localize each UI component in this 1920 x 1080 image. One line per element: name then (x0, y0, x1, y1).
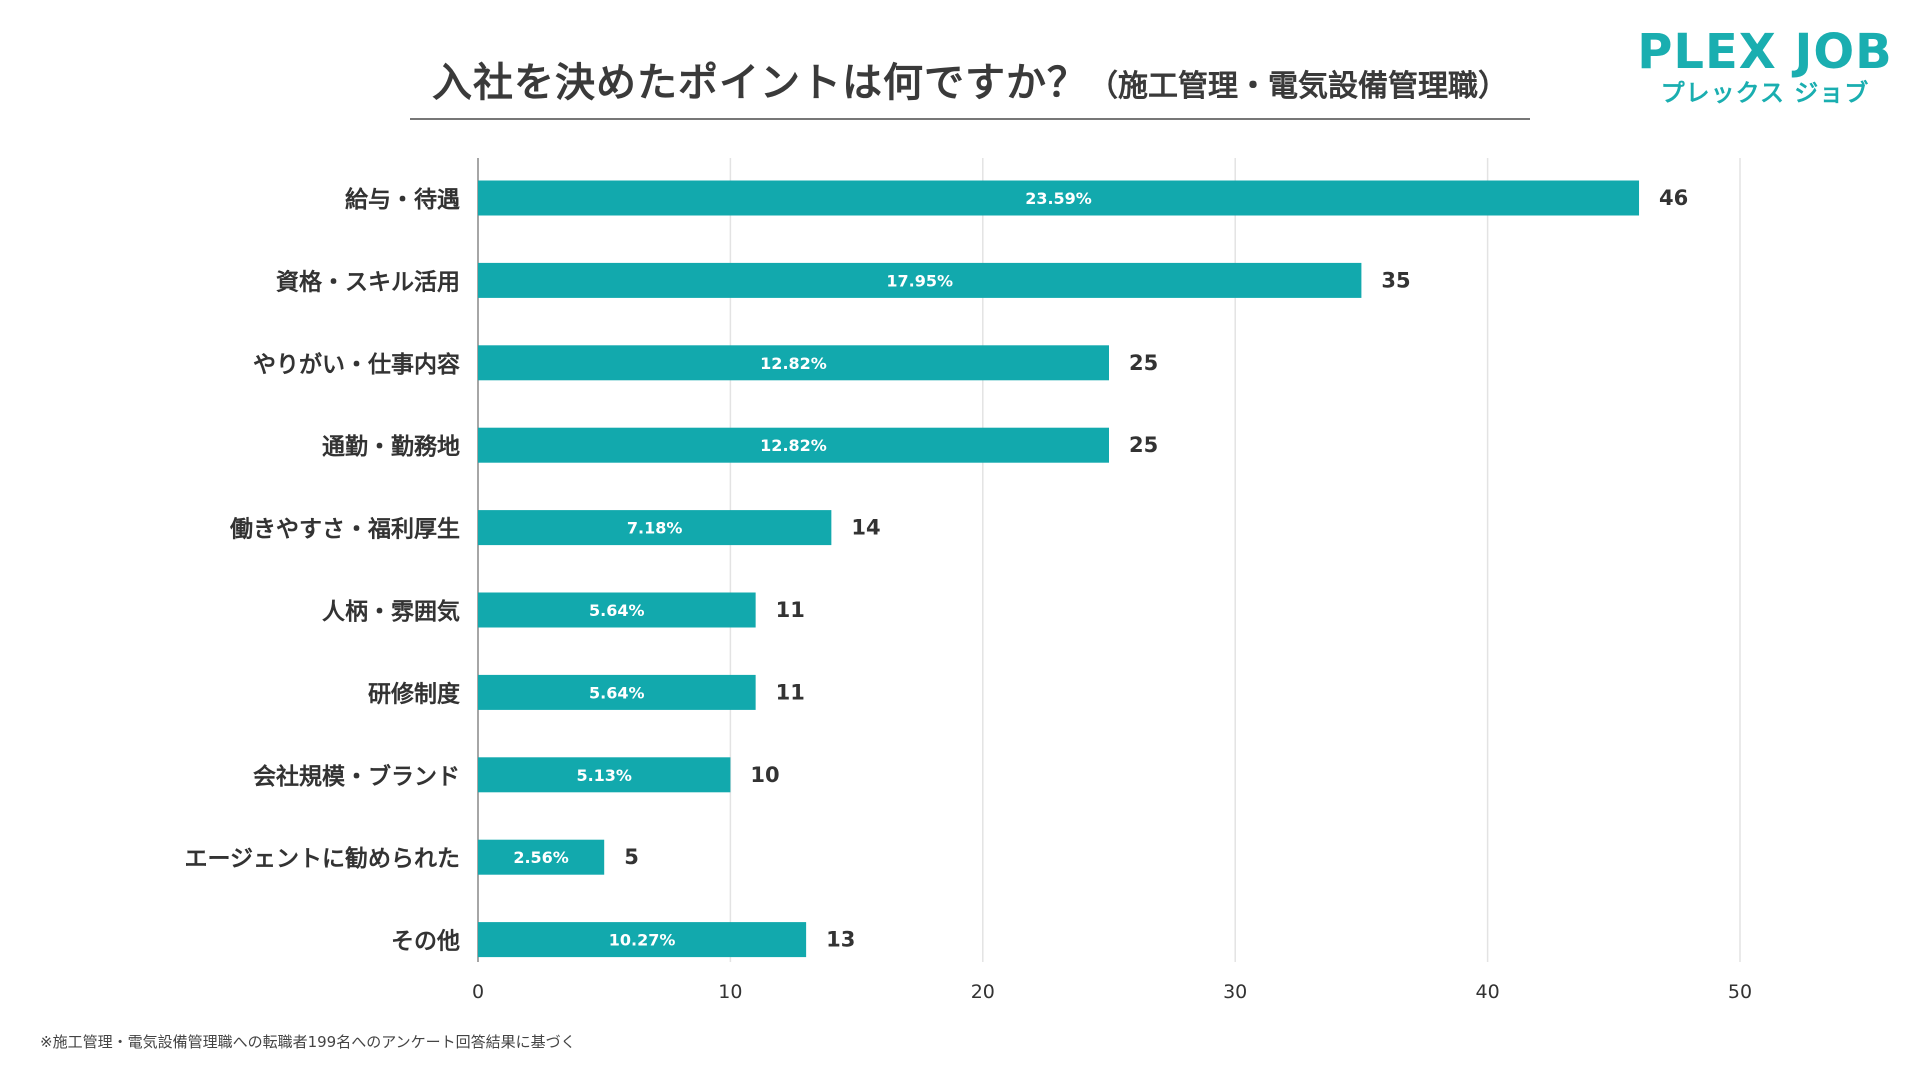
x-tick-label-20: 20 (971, 981, 995, 1003)
chart-title: 入社を決めたポイントは何ですか？（施工管理・電気設備管理職） (410, 50, 1530, 120)
value-label-2: 25 (1129, 351, 1158, 375)
category-label-1: 資格・スキル活用 (276, 268, 460, 295)
plexjob-logo: PLEX JOB プレックス ジョブ (1635, 26, 1895, 108)
percent-label-3: 12.82% (760, 436, 827, 455)
value-label-6: 11 (776, 680, 805, 704)
category-label-3: 通勤・勤務地 (322, 433, 460, 460)
bar-9 (478, 922, 807, 958)
bar-4 (478, 510, 832, 546)
x-tick-label-10: 10 (718, 981, 742, 1003)
chart-title-sub: （施工管理・電気設備管理職） (1088, 69, 1508, 104)
bar-8 (478, 839, 605, 875)
percent-label-1: 17.95% (886, 271, 953, 290)
value-label-1: 35 (1381, 268, 1410, 292)
percent-label-5: 5.64% (589, 601, 645, 620)
percent-label-7: 5.13% (576, 766, 632, 785)
percent-label-4: 7.18% (627, 519, 683, 538)
percent-label-0: 23.59% (1025, 189, 1092, 208)
value-label-9: 13 (826, 928, 855, 952)
x-tick-label-50: 50 (1728, 981, 1752, 1003)
x-tick-label-30: 30 (1223, 981, 1247, 1003)
bar-1 (478, 262, 1362, 298)
percent-label-9: 10.27% (609, 931, 676, 950)
value-label-0: 46 (1659, 186, 1688, 210)
bar-5 (478, 592, 756, 628)
bar-0 (478, 180, 1640, 216)
percent-label-6: 5.64% (589, 683, 645, 702)
category-label-9: その他 (391, 929, 460, 955)
category-label-8: エージェントに勧められた (184, 845, 460, 872)
logo-katakana: プレックス ジョブ (1660, 79, 1870, 107)
bar-7 (478, 757, 731, 793)
bar-2 (478, 345, 1109, 381)
value-label-4: 14 (851, 516, 880, 540)
category-label-4: 働きやすさ・福利厚生 (229, 517, 460, 543)
category-label-2: やりがい・仕事内容 (253, 351, 460, 378)
percent-label-2: 12.82% (760, 354, 827, 373)
logo-wordmark: PLEX JOB (1637, 24, 1893, 80)
chart-title-main: 入社を決めたポイントは何ですか？ (432, 60, 1088, 106)
x-tick-label-0: 0 (472, 981, 484, 1003)
value-label-3: 25 (1129, 433, 1158, 457)
category-label-0: 給与・待遇 (345, 186, 460, 213)
x-tick-label-40: 40 (1476, 981, 1500, 1003)
value-label-5: 11 (776, 598, 805, 622)
category-label-5: 人柄・雰囲気 (322, 598, 460, 625)
footnote: ※施工管理・電気設備管理職への転職者199名へのアンケート回答結果に基づく (40, 1033, 576, 1051)
value-label-7: 10 (750, 763, 779, 787)
category-label-7: 会社規模・ブランド (253, 763, 460, 790)
category-label-6: 研修制度 (368, 680, 461, 707)
bar-6 (478, 674, 756, 710)
bar-3 (478, 427, 1109, 463)
percent-label-8: 2.56% (513, 848, 569, 867)
value-label-8: 5 (624, 845, 639, 869)
